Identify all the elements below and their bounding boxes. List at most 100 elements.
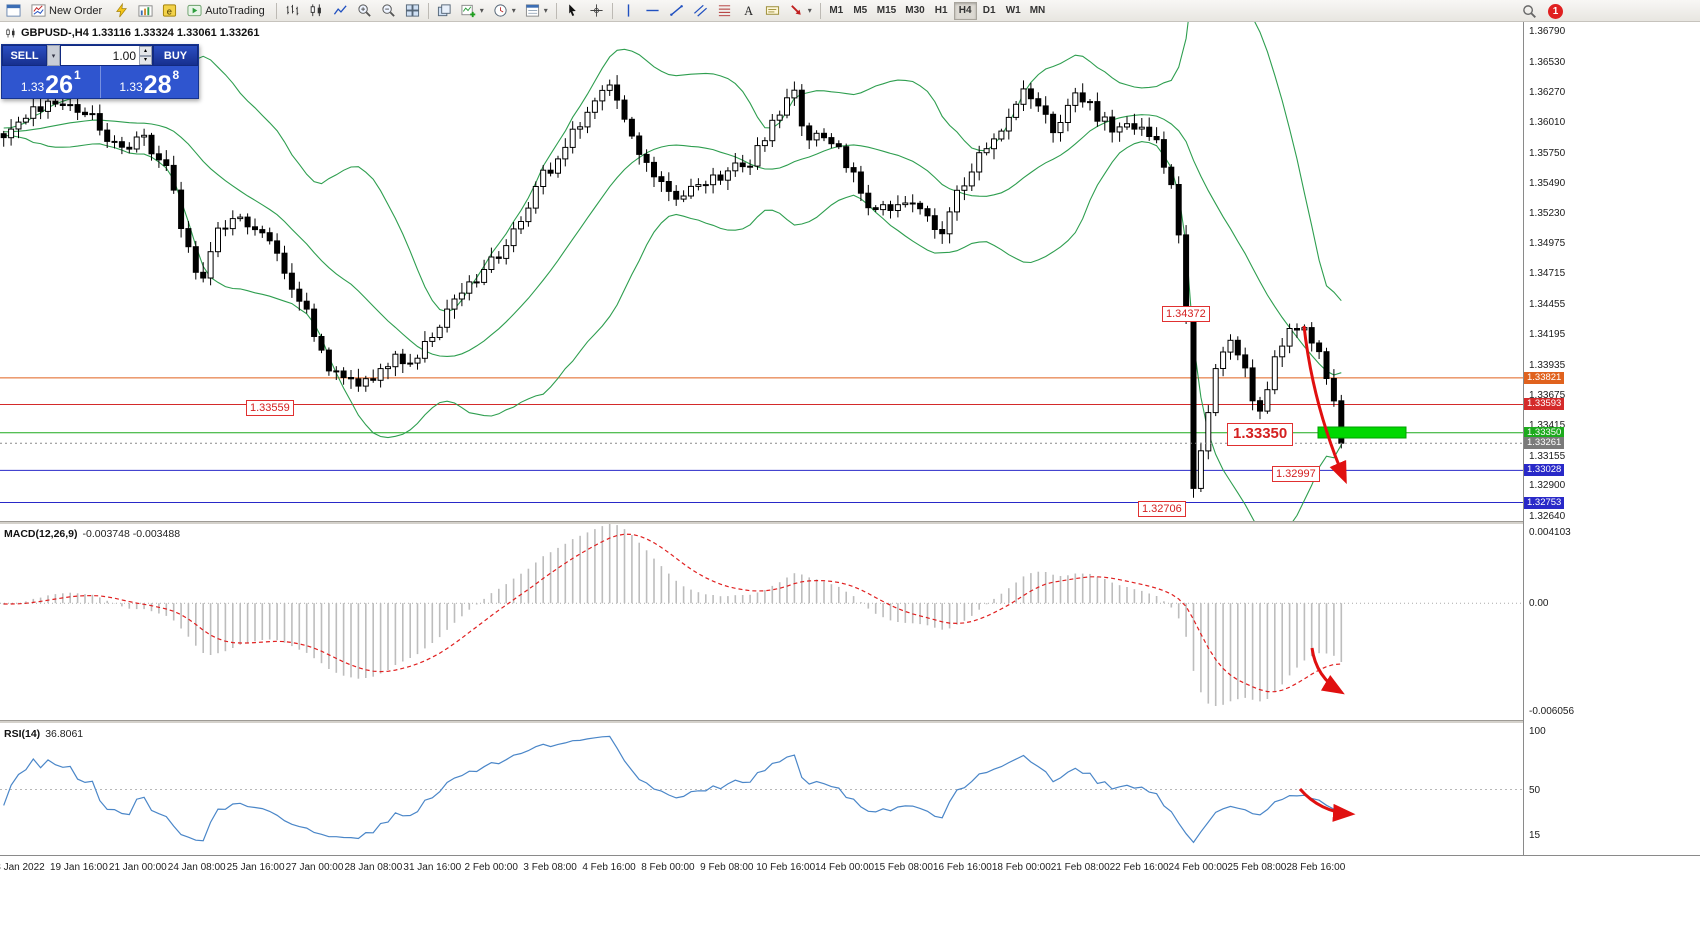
- toolbar-separator: [611, 2, 613, 19]
- arrows-icon[interactable]: ▾: [785, 1, 816, 21]
- auto-arrange-icon[interactable]: [433, 1, 456, 21]
- price-axis-label: 1.36270: [1529, 87, 1566, 98]
- macd-axis-label: -0.006056: [1529, 706, 1575, 717]
- tile-windows-icon[interactable]: [401, 1, 424, 21]
- buy-price[interactable]: 1.33 28 8: [119, 68, 180, 99]
- time-axis-label: 15 Feb 08:00: [874, 862, 933, 873]
- zoom-in-icon[interactable]: [353, 1, 376, 21]
- tile-windows-icon: [405, 3, 420, 18]
- metaeditor-icon[interactable]: e: [158, 1, 181, 21]
- price-axis-label: 1.33155: [1529, 451, 1566, 462]
- time-axis-label: 3 Feb 08:00: [523, 862, 577, 873]
- rsi-svg[interactable]: [0, 724, 1523, 855]
- macd-svg[interactable]: [0, 524, 1523, 720]
- trendline-icon[interactable]: [665, 1, 688, 21]
- timeframe-mn[interactable]: MN: [1026, 2, 1050, 20]
- sell-price[interactable]: 1.33 26 1: [2, 66, 101, 98]
- sell-options-button[interactable]: ▾: [47, 45, 60, 66]
- timeframe-m5[interactable]: M5: [849, 2, 872, 20]
- time-axis-label: 28 Feb 16:00: [1286, 862, 1346, 873]
- indicators-icon: [461, 3, 476, 18]
- rsi-axis-label: 50: [1529, 785, 1541, 796]
- price-annotation-label[interactable]: 1.33350: [1227, 423, 1294, 446]
- candlestick-chart-icon[interactable]: [305, 1, 328, 21]
- horizontal-line-icon: [645, 3, 660, 18]
- panel-resize-handle[interactable]: [0, 720, 1700, 723]
- price-axis-label: 1.35750: [1529, 148, 1566, 159]
- cursor-icon[interactable]: [561, 1, 584, 21]
- timeframe-h1[interactable]: H1: [930, 2, 953, 20]
- chevron-down-icon: ▾: [511, 6, 516, 15]
- periods-icon[interactable]: ▾: [489, 1, 520, 21]
- templates-icon[interactable]: ▾: [521, 1, 552, 21]
- price-axis[interactable]: 1.36790 1.36530 1.36270 1.36010 1.35750 1.354…: [1523, 22, 1700, 855]
- rsi-axis-label: 100: [1529, 726, 1546, 737]
- text-icon[interactable]: A: [737, 1, 760, 21]
- time-axis-label: 27 Jan 00:00: [285, 862, 344, 873]
- timeframe-m1[interactable]: M1: [825, 2, 848, 20]
- line-chart-icon[interactable]: [329, 1, 352, 21]
- bar-chart-icon: [285, 3, 300, 18]
- timeframe-d1[interactable]: D1: [978, 2, 1001, 20]
- time-axis-label: 24 Feb 00:00: [1168, 862, 1228, 873]
- charts-icon[interactable]: [134, 1, 157, 21]
- time-axis-label: 10 Feb 16:00: [756, 862, 816, 873]
- indicators-icon[interactable]: ▾: [457, 1, 488, 21]
- periods-icon: [493, 3, 508, 18]
- price-tag: 1.33821: [1524, 372, 1565, 384]
- price-chart-svg[interactable]: [0, 22, 1523, 521]
- price-axis-label: 1.34195: [1529, 329, 1566, 340]
- vertical-line-icon[interactable]: [617, 1, 640, 21]
- chart-icon: [6, 28, 15, 38]
- crosshair-icon: [589, 3, 604, 18]
- buy-button[interactable]: BUY: [153, 45, 198, 66]
- price-tag: 1.32753: [1524, 497, 1565, 509]
- chevron-down-icon: ▾: [479, 6, 484, 15]
- timeframe-w1[interactable]: W1: [1002, 2, 1025, 20]
- zoom-out-icon[interactable]: [377, 1, 400, 21]
- crosshair-icon[interactable]: [585, 1, 608, 21]
- fibonacci-icon[interactable]: [713, 1, 736, 21]
- price-annotation-label[interactable]: 1.34372: [1162, 306, 1210, 323]
- time-axis-label: 21 Feb 08:00: [1050, 862, 1110, 873]
- line-chart-icon: [333, 3, 348, 18]
- time-axis-label: 4 Feb 16:00: [582, 862, 636, 873]
- templates-icon: [525, 3, 540, 18]
- volume-up-button[interactable]: ▴: [139, 46, 152, 56]
- time-axis-label: 28 Jan 08:00: [344, 862, 403, 873]
- text-label-icon[interactable]: [761, 1, 784, 21]
- timeframe-m15[interactable]: M15: [873, 2, 900, 20]
- zoom-out-icon: [381, 3, 396, 18]
- sell-button[interactable]: SELL: [2, 45, 47, 66]
- timeframe-h4[interactable]: H4: [953, 1, 977, 20]
- new-order-button[interactable]: New Order: [26, 1, 109, 21]
- window-menu-icon[interactable]: [2, 1, 25, 21]
- time-axis[interactable]: 8 Jan 2022 19 Jan 16:00 21 Jan 00:00 24 Jan…: [0, 855, 1700, 877]
- metaeditor-icon: e: [162, 3, 177, 18]
- time-axis-label: 14 Feb 00:00: [815, 862, 875, 873]
- bar-chart-icon[interactable]: [281, 1, 304, 21]
- time-axis-label: 24 Jan 08:00: [167, 862, 226, 873]
- expert-advisors-icon[interactable]: [110, 1, 133, 21]
- search-button[interactable]: [1518, 1, 1541, 21]
- svg-text:A: A: [744, 4, 753, 18]
- volume-down-button[interactable]: ▾: [139, 55, 152, 65]
- price-annotation-label[interactable]: 1.32997: [1272, 466, 1320, 483]
- horizontal-line-icon[interactable]: [641, 1, 664, 21]
- expert-advisors-icon: [114, 3, 129, 18]
- arrows-icon: [789, 3, 804, 18]
- time-axis-label: 19 Jan 16:00: [49, 862, 108, 873]
- price-tag: 1.33593: [1524, 398, 1565, 410]
- cursor-icon: [565, 3, 580, 18]
- panel-resize-handle[interactable]: [0, 521, 1700, 524]
- fibonacci-icon: [717, 3, 732, 18]
- price-axis-label: 1.32900: [1529, 480, 1566, 491]
- price-annotation-label[interactable]: 1.33559: [246, 400, 294, 417]
- toolbar-separator: [427, 2, 429, 19]
- timeframe-m30[interactable]: M30: [901, 2, 928, 20]
- price-annotation-label[interactable]: 1.32706: [1138, 501, 1186, 518]
- equidistant-channel-icon[interactable]: [689, 1, 712, 21]
- volume-input[interactable]: [61, 46, 139, 65]
- notification-badge[interactable]: 1: [1548, 3, 1563, 19]
- autotrading-button[interactable]: AutoTrading: [182, 1, 272, 21]
